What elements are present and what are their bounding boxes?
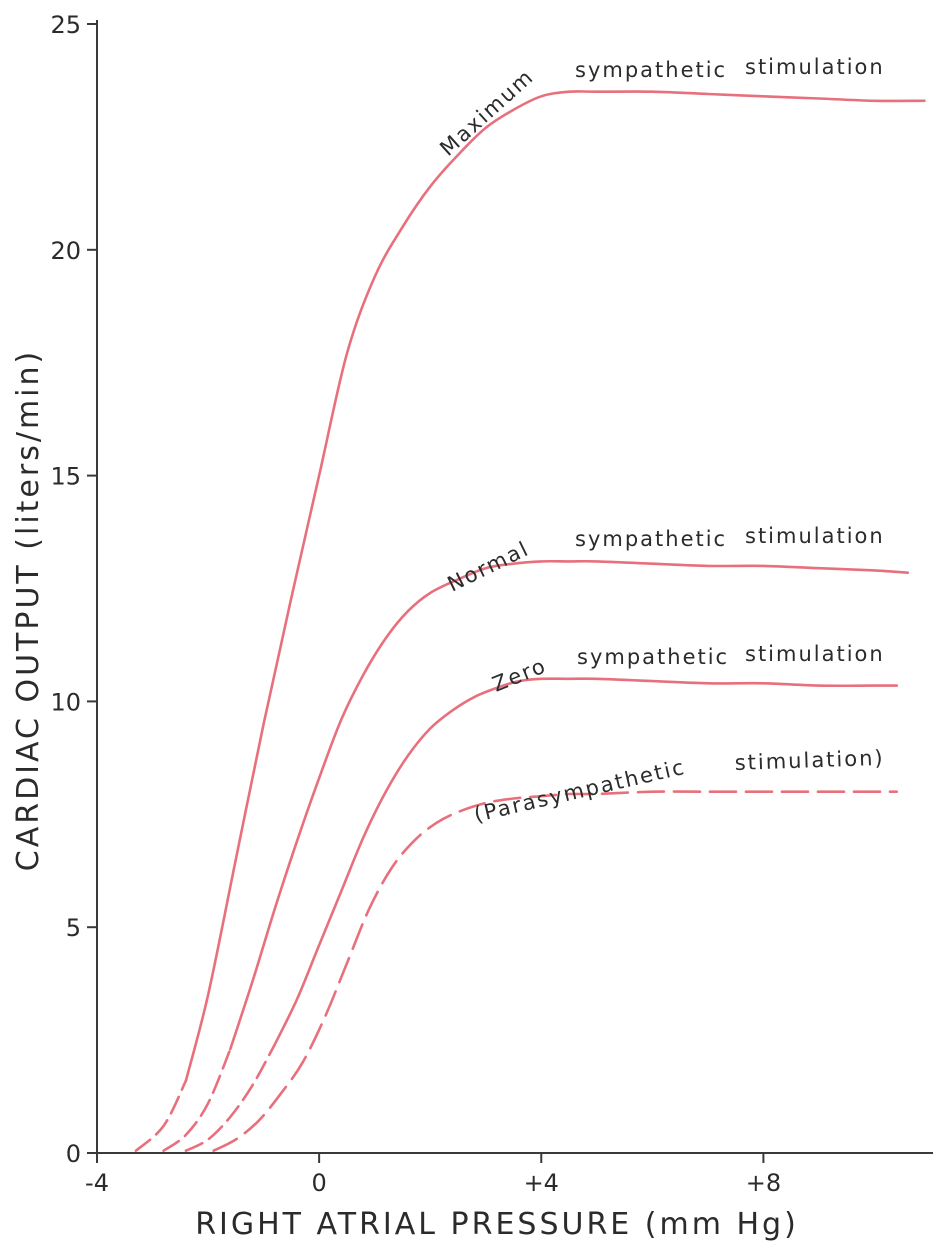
- zero-series-tail: [184, 1043, 276, 1152]
- x-tick-label: +8: [746, 1169, 781, 1197]
- y-tick-label: 0: [66, 1140, 81, 1168]
- normal-label-word: sympathetic: [575, 527, 727, 551]
- maximum-label-word: Maximum: [435, 64, 538, 160]
- y-tick-label: 25: [50, 11, 81, 39]
- maximum-series-tail: [134, 1079, 188, 1152]
- y-tick-label: 20: [50, 237, 81, 265]
- parasympathetic-label-word: stimulation): [734, 746, 885, 775]
- series-labels: Maximum sympathetic stimulation Normal sympa…: [435, 55, 885, 827]
- normal-label-word: Normal: [444, 536, 534, 596]
- normal-series-tail: [162, 1047, 232, 1152]
- x-axis-title: RIGHT ATRIAL PRESSURE (mm Hg): [195, 1207, 799, 1242]
- parasympathetic-series-line: [212, 790, 898, 1152]
- normal-series-line: [229, 559, 910, 1051]
- y-axis-title: CARDIAC OUTPUT (liters/min): [11, 349, 46, 872]
- zero-label-word: sympathetic: [577, 645, 729, 669]
- zero-label-word: Zero: [489, 653, 550, 696]
- zero-label-word: stimulation: [745, 642, 885, 666]
- maximum-series-line: [184, 90, 926, 1082]
- y-tick-label: 10: [50, 688, 81, 716]
- y-axis-ticks: 0 5 10 15 20 25: [50, 11, 97, 1168]
- zero-series-line: [273, 677, 898, 1046]
- x-tick-label: +4: [524, 1169, 559, 1197]
- y-tick-label: 5: [66, 914, 81, 942]
- x-tick-label: -4: [85, 1169, 109, 1197]
- y-tick-label: 15: [50, 463, 81, 491]
- x-axis-ticks: -4 0 +4 +8: [85, 1153, 781, 1197]
- x-tick-label: 0: [311, 1169, 326, 1197]
- series-lines: [134, 90, 926, 1152]
- maximum-label-word: stimulation: [745, 55, 885, 79]
- normal-label-word: stimulation: [745, 524, 885, 548]
- maximum-label-word: sympathetic: [575, 58, 727, 82]
